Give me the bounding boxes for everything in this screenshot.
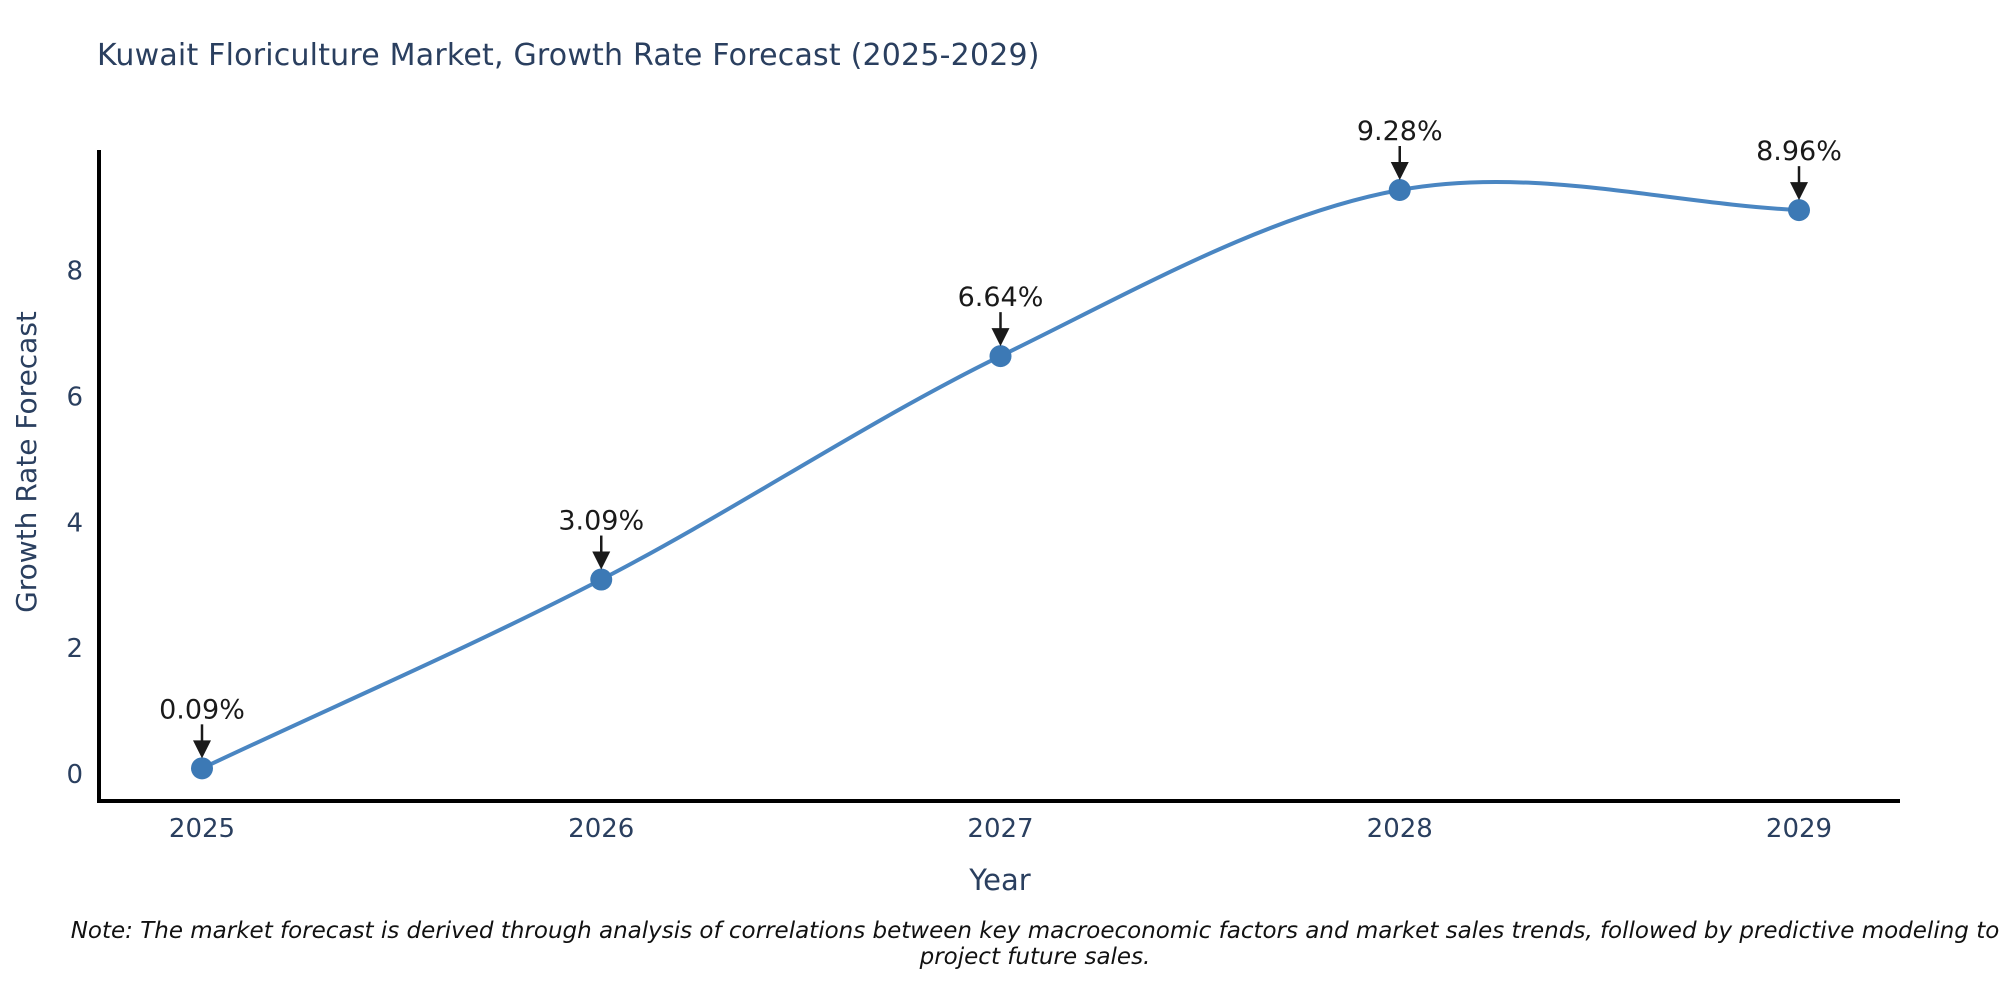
data-series-layer xyxy=(191,179,1810,780)
annotation-label: 0.09% xyxy=(159,694,245,725)
x-tick-label: 2026 xyxy=(568,814,634,844)
y-tick-label: 6 xyxy=(66,382,83,412)
footnote: Note: The market forecast is derived thr… xyxy=(70,918,2000,970)
data-point-marker xyxy=(989,345,1012,368)
x-tick-label: 2027 xyxy=(967,814,1033,844)
annotation-arrowhead xyxy=(1390,162,1409,181)
tick-label-layer: 0 2 4 6 8 2025 2026 2027 2028 2029 xyxy=(66,257,1832,844)
y-tick-label: 2 xyxy=(66,634,83,664)
x-tick-label: 2028 xyxy=(1367,814,1433,844)
annotation-label: 8.96% xyxy=(1756,136,1842,167)
annotation-arrowhead xyxy=(193,740,211,759)
x-axis-title: Year xyxy=(968,863,1030,897)
chart-title: Kuwait Floriculture Market, Growth Rate … xyxy=(97,38,1040,73)
annotation-arrowhead xyxy=(991,328,1010,347)
annotation-arrowhead xyxy=(592,551,611,570)
data-point-marker xyxy=(191,757,213,780)
x-tick-label: 2025 xyxy=(169,814,235,844)
x-tick-label: 2029 xyxy=(1766,814,1832,844)
data-point-marker xyxy=(590,568,613,591)
annotation-layer: 0.09% 3.09% 6.64% 9.28% 8.96% xyxy=(159,116,1842,759)
axes-layer xyxy=(97,150,1900,803)
annotation-label: 9.28% xyxy=(1357,116,1443,147)
y-tick-label: 4 xyxy=(66,508,83,538)
y-tick-label: 8 xyxy=(66,257,83,287)
y-tick-label: 0 xyxy=(66,760,83,790)
annotation-arrowhead xyxy=(1790,182,1808,201)
annotation-label: 6.64% xyxy=(958,282,1044,313)
forecast-line xyxy=(200,179,1801,771)
data-point-marker xyxy=(1388,179,1411,202)
y-axis-title: Growth Rate Forecast xyxy=(10,311,43,613)
data-point-marker xyxy=(1788,199,1810,222)
annotation-label: 3.09% xyxy=(558,506,644,537)
